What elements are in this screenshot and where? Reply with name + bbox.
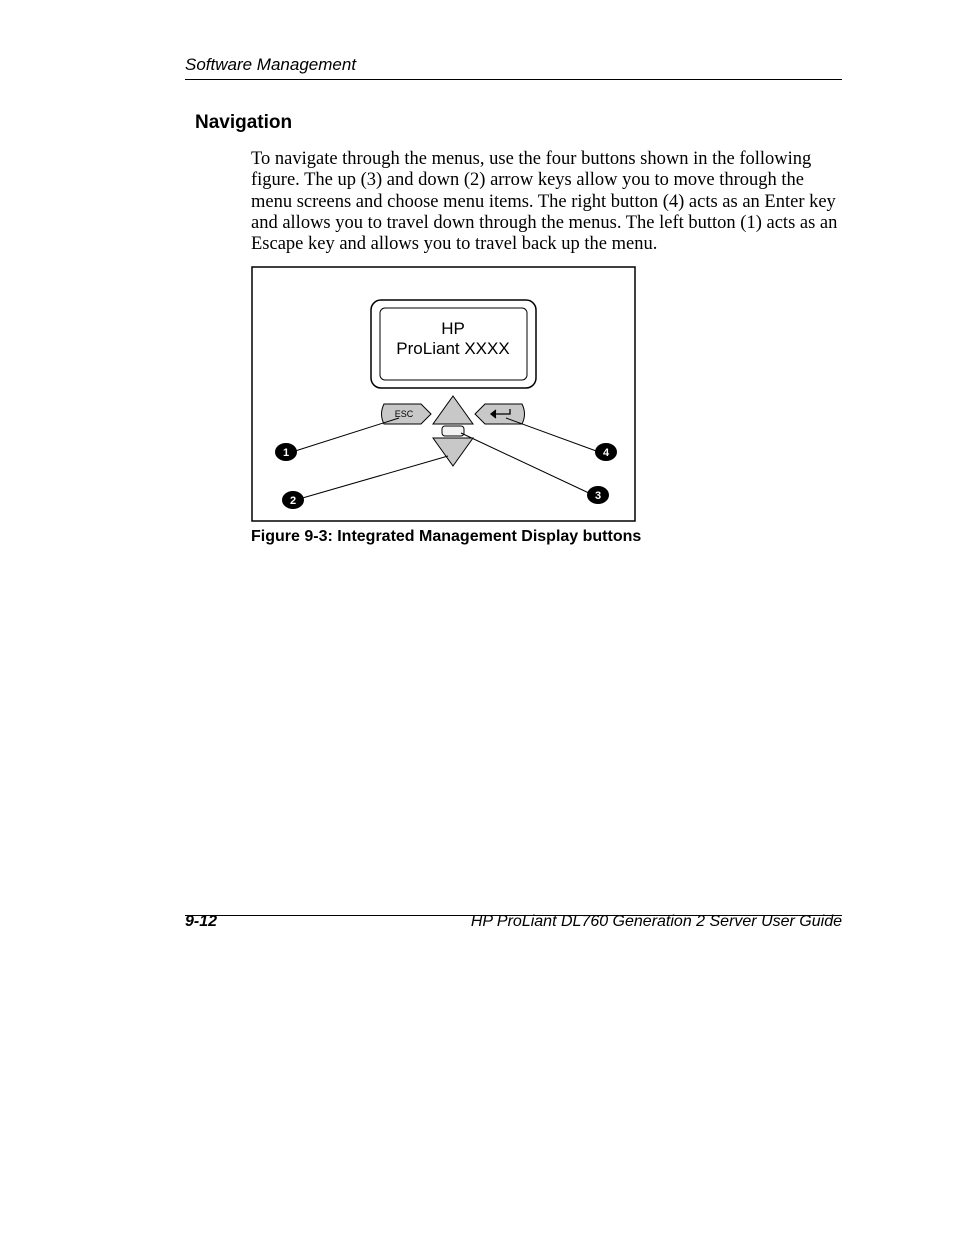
- svg-text:1: 1: [283, 447, 289, 459]
- running-title: Software Management: [185, 55, 842, 75]
- down-arrow-button: [433, 438, 473, 466]
- footer-guide-title: HP ProLiant DL760 Generation 2 Server Us…: [471, 913, 842, 931]
- callout-1: 1: [275, 443, 297, 461]
- up-arrow-button: [433, 396, 473, 424]
- header-rule: [185, 79, 842, 80]
- figure-diagram: HP ProLiant XXXX ESC: [251, 266, 636, 522]
- callout-3: 3: [587, 486, 609, 504]
- callout-4: 4: [595, 443, 617, 461]
- lcd-screen: HP ProLiant XXXX: [371, 300, 536, 388]
- page: Software Management Navigation To naviga…: [0, 0, 954, 1235]
- center-button: [442, 426, 464, 436]
- figure-caption: Figure 9-3: Integrated Management Displa…: [251, 528, 641, 546]
- lcd-line1: HP: [441, 319, 465, 338]
- page-number: 9-12: [185, 913, 217, 931]
- panel-outline: [252, 267, 635, 521]
- page-header: Software Management: [185, 55, 842, 80]
- section-heading: Navigation: [195, 112, 292, 134]
- svg-text:3: 3: [595, 490, 601, 502]
- callout-2: 2: [282, 491, 304, 509]
- lcd-line2: ProLiant XXXX: [396, 339, 509, 358]
- svg-text:4: 4: [603, 447, 610, 459]
- esc-label: ESC: [395, 409, 414, 419]
- enter-button: [475, 404, 525, 424]
- body-paragraph: To navigate through the menus, use the f…: [251, 149, 841, 255]
- svg-text:2: 2: [290, 495, 296, 507]
